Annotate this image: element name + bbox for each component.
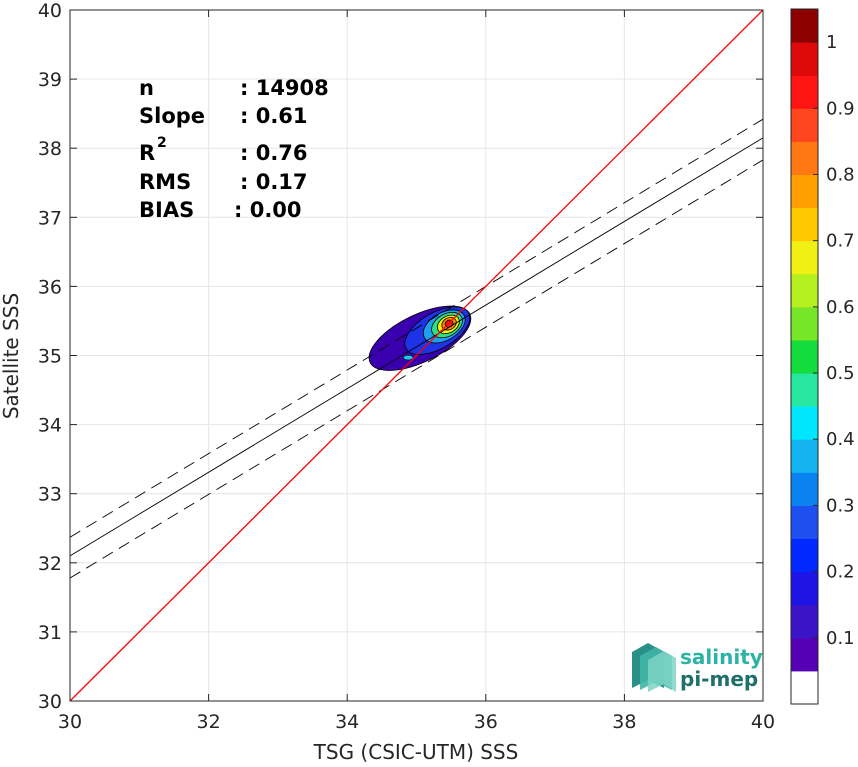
salinity-pi-mep-logo: salinity pi-mep [632, 643, 763, 692]
colorbar-segment [791, 9, 818, 43]
stat-r2-superscript: 2 [157, 135, 167, 151]
stat-bias-value: : 0.00 [234, 198, 302, 222]
colorbar-tick-label: 0.6 [826, 297, 855, 318]
y-axis: 30 31 32 33 34 35 36 37 38 39 40 [38, 0, 763, 713]
colorbar-segment [791, 505, 818, 540]
colorbar-segment [791, 42, 818, 76]
identity-line [69, 9, 764, 702]
y-tick-label: 37 [38, 207, 62, 229]
colorbar-tick-label: 0.7 [826, 231, 855, 252]
colorbar-segment [791, 108, 818, 142]
x-tick-label: 40 [751, 711, 775, 733]
logo-text-salinity: salinity [680, 645, 763, 669]
stat-n-value: : 14908 [240, 76, 329, 100]
x-axis: 30 32 34 36 38 40 [58, 10, 775, 733]
colorbar-segment [791, 637, 818, 672]
density-secondary-peak [403, 354, 414, 361]
colorbar-tick-label: 0.3 [826, 495, 855, 516]
y-tick-label: 32 [38, 553, 62, 575]
y-axis-label: Satellite SSS [0, 293, 23, 419]
stat-r2-value: : 0.76 [240, 141, 308, 165]
colorbar-tick-label: 0.2 [826, 562, 855, 583]
colorbar-segment [791, 538, 818, 573]
colorbar-segment [791, 273, 818, 308]
colorbar-segment [791, 670, 818, 705]
stat-rms-value: : 0.17 [240, 170, 308, 194]
logo-mark-icon [632, 643, 676, 692]
regression-band-upper-line [69, 118, 764, 538]
colorbar-tick-label: 1 [826, 32, 837, 53]
colorbar-segment [791, 373, 818, 407]
colorbar-segment [791, 141, 818, 175]
y-tick-label: 34 [38, 415, 62, 437]
colorbar-tick-label: 0.5 [826, 363, 855, 384]
colorbar-segment [791, 207, 818, 242]
colorbar-segment [791, 472, 818, 506]
y-tick-label: 35 [38, 346, 62, 368]
colorbar-frame [790, 8, 819, 705]
stat-n-label: n [139, 76, 154, 100]
x-tick-label: 32 [197, 711, 221, 733]
logo-text-pi-mep: pi-mep [680, 667, 758, 691]
colorbar-segment [791, 339, 818, 374]
stat-bias-label: BIAS [139, 198, 194, 222]
y-tick-label: 33 [38, 484, 62, 506]
y-tick-label: 38 [38, 138, 62, 160]
colorbar-segment [791, 439, 818, 473]
colorbar-tick-label: 0.4 [826, 429, 855, 450]
y-tick-label: 36 [38, 276, 62, 298]
y-tick-label: 39 [38, 69, 62, 91]
y-tick-label: 40 [38, 0, 62, 22]
x-tick-label: 36 [474, 711, 498, 733]
reference-lines [69, 9, 764, 702]
stats-box: n : 14908 Slope : 0.61 R 2 : 0.76 RMS : … [139, 76, 329, 222]
colorbar-tick-label: 0.9 [826, 98, 855, 119]
regression-band-lower-line [69, 159, 764, 579]
regression-line [69, 137, 764, 557]
colorbar-segment [791, 604, 818, 639]
colorbar-segment [791, 174, 818, 209]
colorbar-segment [791, 571, 818, 606]
x-tick-label: 30 [58, 711, 82, 733]
x-axis-label: TSG (CSIC-UTM) SSS [313, 740, 519, 764]
colorbar-tick-label: 0.1 [826, 628, 855, 649]
colorbar-ticks: 0.1 0.2 0.3 0.4 0.5 0.6 0.7 0.8 0.9 1 [813, 32, 855, 649]
x-tick-label: 38 [612, 711, 636, 733]
stat-r2-label: R [139, 141, 155, 165]
y-tick-label: 31 [38, 622, 62, 644]
colorbar-segment [791, 406, 818, 440]
colorbar-segment [791, 240, 818, 275]
y-tick-label: 30 [38, 691, 62, 713]
stat-rms-label: RMS [139, 170, 191, 194]
stat-slope-value: : 0.61 [240, 104, 308, 128]
x-tick-label: 34 [335, 711, 359, 733]
colorbar-segment [791, 306, 818, 341]
colorbar-tick-label: 0.8 [826, 164, 855, 185]
colorbar-segment [791, 75, 818, 109]
stat-slope-label: Slope [139, 104, 205, 128]
colorbar [790, 8, 819, 705]
